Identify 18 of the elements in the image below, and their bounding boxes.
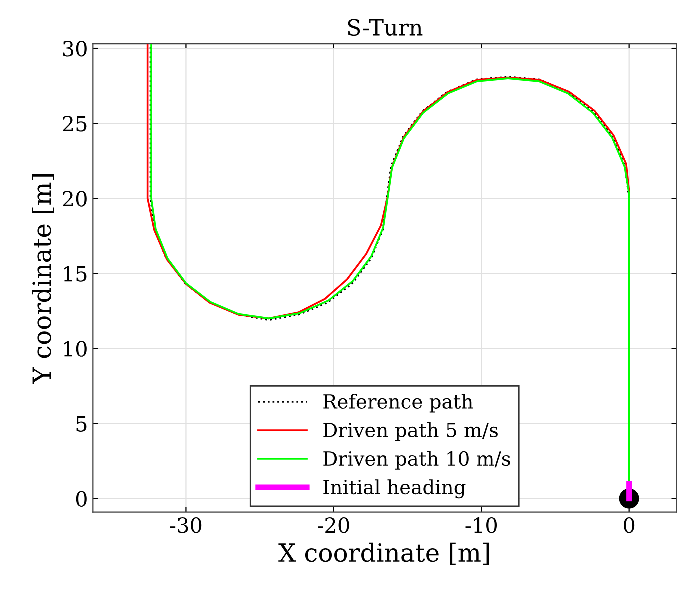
y-tick-label: 15 — [64, 266, 87, 282]
x-tick-label: 0 — [624, 518, 635, 534]
legend-label: Initial heading — [324, 480, 466, 499]
y-axis-title: Y coordinate [m] — [32, 174, 54, 384]
y-tick-label: 5 — [76, 416, 87, 432]
y-tick-label: 20 — [63, 191, 87, 207]
legend-label: Driven path 5 m/s — [324, 422, 498, 442]
y-tick-label: 30 — [63, 40, 87, 57]
chart-title: S-Turn — [348, 19, 423, 36]
y-tick-label: 0 — [76, 491, 87, 507]
y-tick-label: 10 — [64, 341, 87, 357]
y-tick-label: 25 — [63, 116, 87, 132]
x-tick-label: -20 — [318, 518, 350, 534]
x-tick-label: -10 — [466, 518, 498, 534]
x-axis-title: X coordinate [m] — [278, 542, 490, 566]
legend-label: Reference path — [324, 394, 474, 413]
legend-label: Driven path 10 m/s — [324, 451, 510, 470]
x-tick-label: -30 — [170, 518, 202, 534]
